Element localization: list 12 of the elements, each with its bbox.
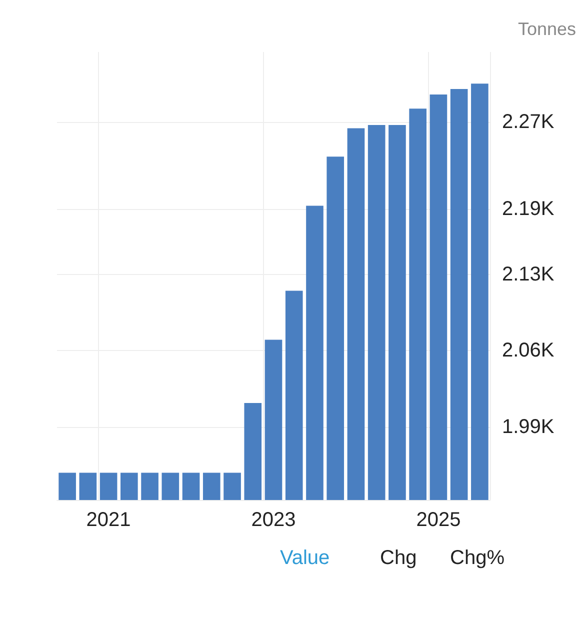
y-tick-label: 2.19K [502,198,555,220]
text: Value [280,547,330,569]
y-tick-label: 2.13K [502,263,555,286]
y-axis-title: Tonnes [518,19,576,39]
y-tick-label: 1.99K [502,416,555,438]
text: Chg [380,547,417,569]
text: Chg% [450,547,505,569]
x-tick-label: 2021 [86,509,131,531]
y-tick-label: 2.27K [502,110,555,133]
x-tick-label: 2025 [416,509,461,531]
x-tick-label: 2023 [251,509,296,531]
y-tick-label: 2.06K [502,340,555,362]
